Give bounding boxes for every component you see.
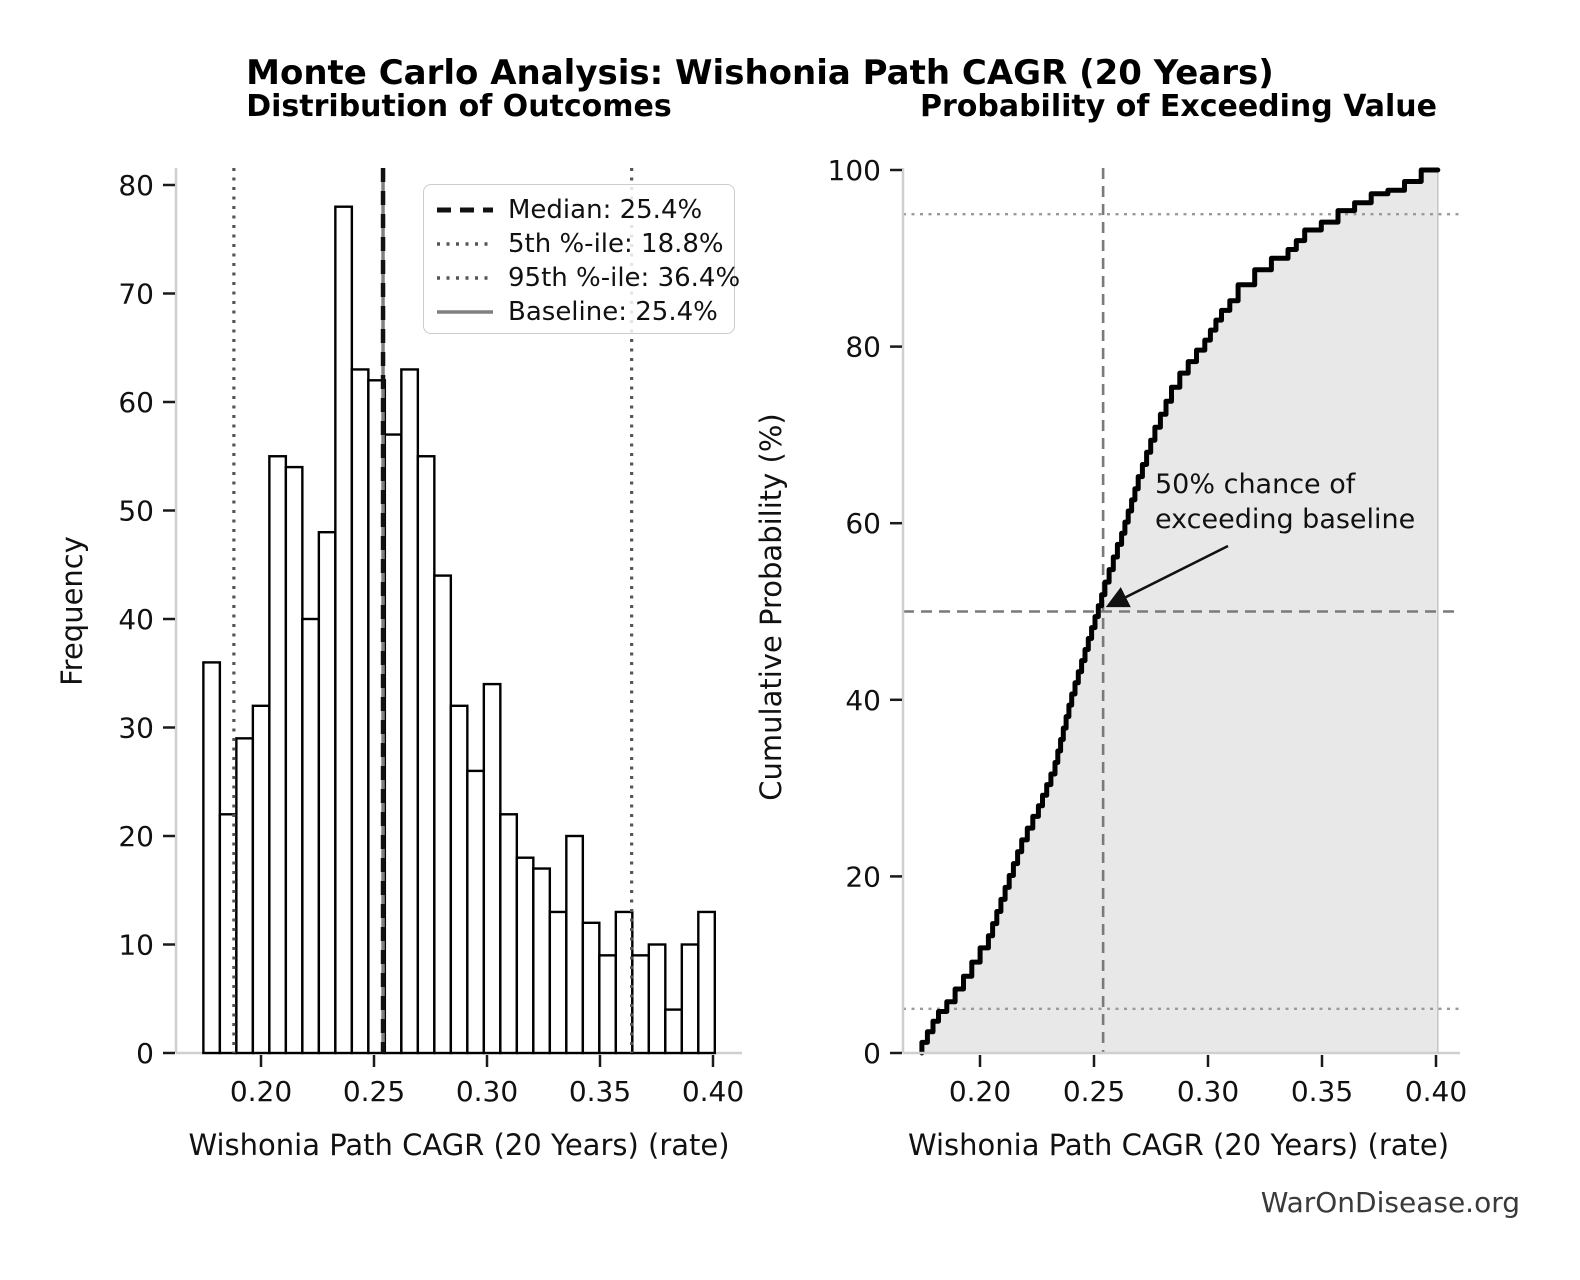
histogram-bar	[466, 769, 486, 1055]
histogram-bar	[499, 813, 519, 1055]
x-tick-label: 0.25	[1063, 1075, 1125, 1108]
histogram-bar	[218, 813, 238, 1055]
y-tick-label: 30	[118, 712, 154, 745]
x-tick-label: 0.25	[343, 1075, 405, 1108]
histogram-bar	[317, 531, 337, 1055]
histogram-bar	[400, 368, 420, 1055]
legend-item-label: Baseline: 25.4%	[508, 297, 718, 327]
y-tick-label: 20	[845, 860, 881, 893]
histogram-bar	[350, 368, 370, 1055]
histogram-bar	[268, 455, 288, 1055]
x-tick-label: 0.20	[949, 1075, 1011, 1108]
frequency-axis-label: Frequency	[55, 536, 89, 686]
histogram-bar	[631, 954, 651, 1055]
x-tick-label: 0.30	[1177, 1075, 1239, 1108]
histogram-bar	[202, 661, 222, 1055]
legend-item: Median: 25.4%	[436, 193, 734, 227]
y-tick-label: 10	[118, 929, 154, 962]
legend-baseline-line-icon	[437, 310, 493, 314]
y-tick-label: 60	[118, 386, 154, 419]
y-tick-label: 0	[863, 1037, 881, 1070]
left-x-axis-label: Wishonia Path CAGR (20 Years) (rate)	[188, 1128, 730, 1162]
histogram-bar	[383, 433, 403, 1055]
right-x-axis-label: Wishonia Path CAGR (20 Years) (rate)	[907, 1128, 1450, 1162]
y-tick-label: 40	[845, 684, 881, 717]
histogram-chart: 0.20 0.25 0.30 0.35 0.40 0 10 20 30 40 50 60 70 80	[118, 168, 744, 1108]
histogram-bar	[449, 704, 469, 1055]
histogram-bars	[202, 205, 717, 1055]
histogram-bar	[532, 867, 552, 1055]
x-tick-label: 0.35	[569, 1075, 631, 1108]
y-tick-label: 0	[136, 1037, 154, 1070]
histogram-bar	[416, 455, 436, 1055]
histogram-bar	[251, 704, 271, 1055]
legend-percentile-95-line-icon	[437, 276, 493, 280]
histogram-bar	[301, 617, 321, 1055]
x-tick-label: 0.40	[682, 1075, 744, 1108]
cdf-annotation: 50% chance of exceeding baseline	[1155, 469, 1416, 535]
histogram-bar	[515, 856, 535, 1055]
y-tick-label: 40	[118, 603, 154, 636]
legend-item: 5th %-ile: 18.8%	[436, 227, 734, 261]
y-tick-label: 80	[118, 169, 154, 202]
histogram-bar	[548, 910, 568, 1055]
left-chart-title: Distribution of Outcomes	[246, 89, 672, 124]
histogram-bar	[433, 574, 453, 1055]
cumulative-probability-axis-label: Cumulative Probability (%)	[754, 413, 788, 801]
histogram-bar	[697, 910, 717, 1055]
x-tick-label: 0.30	[456, 1075, 518, 1108]
y-tick-label: 50	[118, 495, 154, 528]
legend-percentile-5-line-icon	[437, 242, 493, 246]
legend-item-label: Median: 25.4%	[508, 195, 703, 225]
histogram-bar	[482, 682, 502, 1055]
y-tick-label: 100	[828, 154, 881, 187]
footer-brand: WarOnDisease.org	[1260, 1186, 1520, 1219]
histogram-bar	[614, 910, 634, 1055]
x-tick-label: 0.40	[1405, 1075, 1467, 1108]
y-tick-label: 20	[118, 820, 154, 853]
histogram-bar	[647, 943, 667, 1055]
histogram-bar	[334, 205, 354, 1055]
y-tick-label: 80	[845, 331, 881, 364]
legend-item-label: 95th %-ile: 36.4%	[508, 263, 741, 293]
histogram-bar	[235, 737, 255, 1055]
annotation-arrow	[1105, 544, 1229, 608]
page-title: Monte Carlo Analysis: Wishonia Path CAGR…	[246, 53, 1274, 93]
y-tick-label: 60	[845, 507, 881, 540]
histogram-bar	[565, 834, 585, 1055]
x-tick-label: 0.20	[230, 1075, 292, 1108]
cdf-chart: 0.20 0.25 0.30 0.35 0.40 0 20 40 60 80 100	[828, 154, 1468, 1108]
x-tick-label: 0.35	[1291, 1075, 1353, 1108]
y-tick-label: 70	[118, 278, 154, 311]
right-chart-title: Probability of Exceeding Value	[919, 89, 1438, 124]
histogram-bar	[680, 943, 700, 1055]
histogram-bar	[664, 1008, 684, 1055]
legend-median-line-icon	[437, 207, 493, 213]
legend: Median: 25.4% 5th %-ile: 18.8% 95th %-ile:…	[423, 184, 740, 334]
histogram-bar	[598, 954, 618, 1055]
histogram-bar	[284, 465, 304, 1055]
legend-item-label: 5th %-ile: 18.8%	[508, 229, 724, 259]
legend-item: 95th %-ile: 36.4%	[436, 261, 740, 295]
histogram-bar	[581, 921, 601, 1055]
legend-item: Baseline: 25.4%	[436, 295, 734, 329]
cdf-curve	[919, 167, 1441, 1056]
